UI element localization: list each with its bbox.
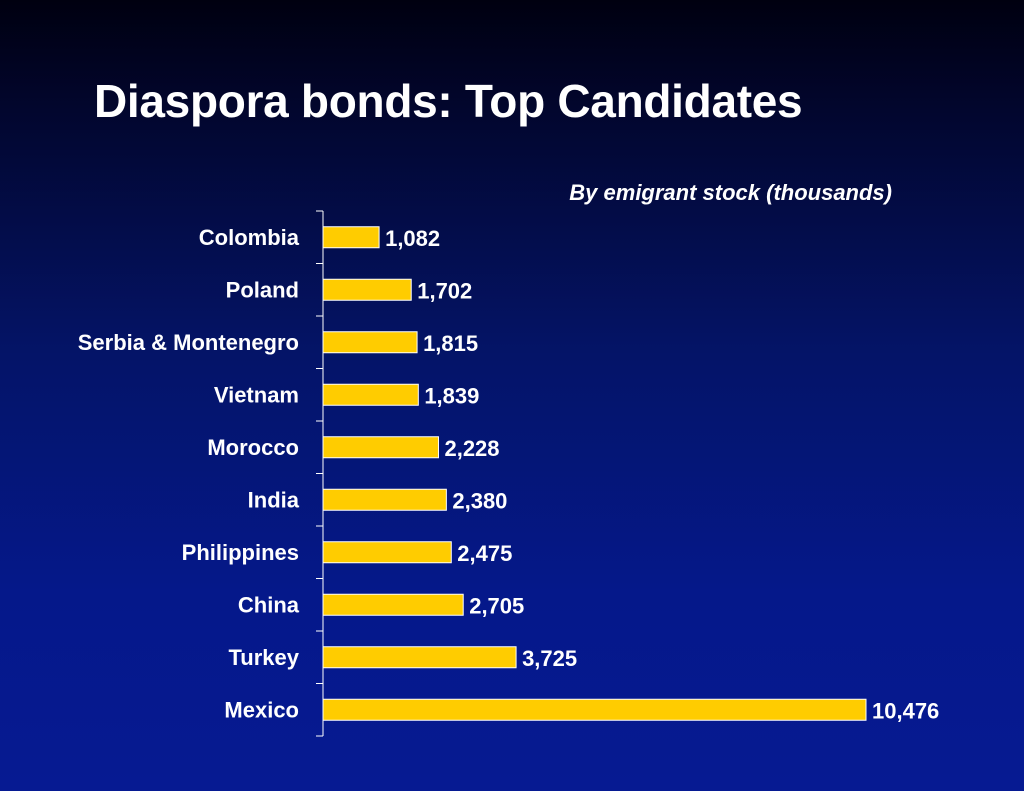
bar [322,698,867,721]
value-label: 1,815 [423,331,478,356]
category-labels: Colombia Poland Serbia & Montenegro Vietnam… [78,225,300,723]
bar [322,593,464,616]
category-label: Vietnam [214,382,299,407]
value-label: 3,725 [522,646,577,671]
y-axis [316,210,324,737]
value-label: 2,228 [444,436,499,461]
category-label: Serbia & Montenegro [78,330,299,355]
value-label: 1,702 [417,278,472,303]
category-label: India [248,487,300,512]
category-label: Turkey [228,645,299,670]
category-label: Philippines [182,540,299,565]
category-label: China [238,592,300,617]
bar [322,646,517,669]
bar [322,331,418,354]
value-label: 2,380 [452,488,507,513]
bar [322,436,439,459]
bar [322,488,447,511]
chart-subtitle: By emigrant stock (thousands) [569,180,892,205]
bar [322,278,412,301]
value-label: 2,475 [457,541,512,566]
value-label: 2,705 [469,593,524,618]
value-label: 10,476 [872,698,939,723]
slide-title: Diaspora bonds: Top Candidates [94,75,803,127]
value-labels: 1,082 1,702 1,815 1,839 2,228 2,380 2,475 2,705… [385,226,939,724]
bar [322,226,380,249]
bars [322,226,867,721]
bar [322,541,452,564]
value-label: 1,839 [424,383,479,408]
category-label: Poland [226,277,299,302]
category-label: Mexico [224,697,299,722]
category-label: Morocco [207,435,299,460]
bar [322,383,419,406]
value-label: 1,082 [385,226,440,251]
category-label: Colombia [199,225,300,250]
